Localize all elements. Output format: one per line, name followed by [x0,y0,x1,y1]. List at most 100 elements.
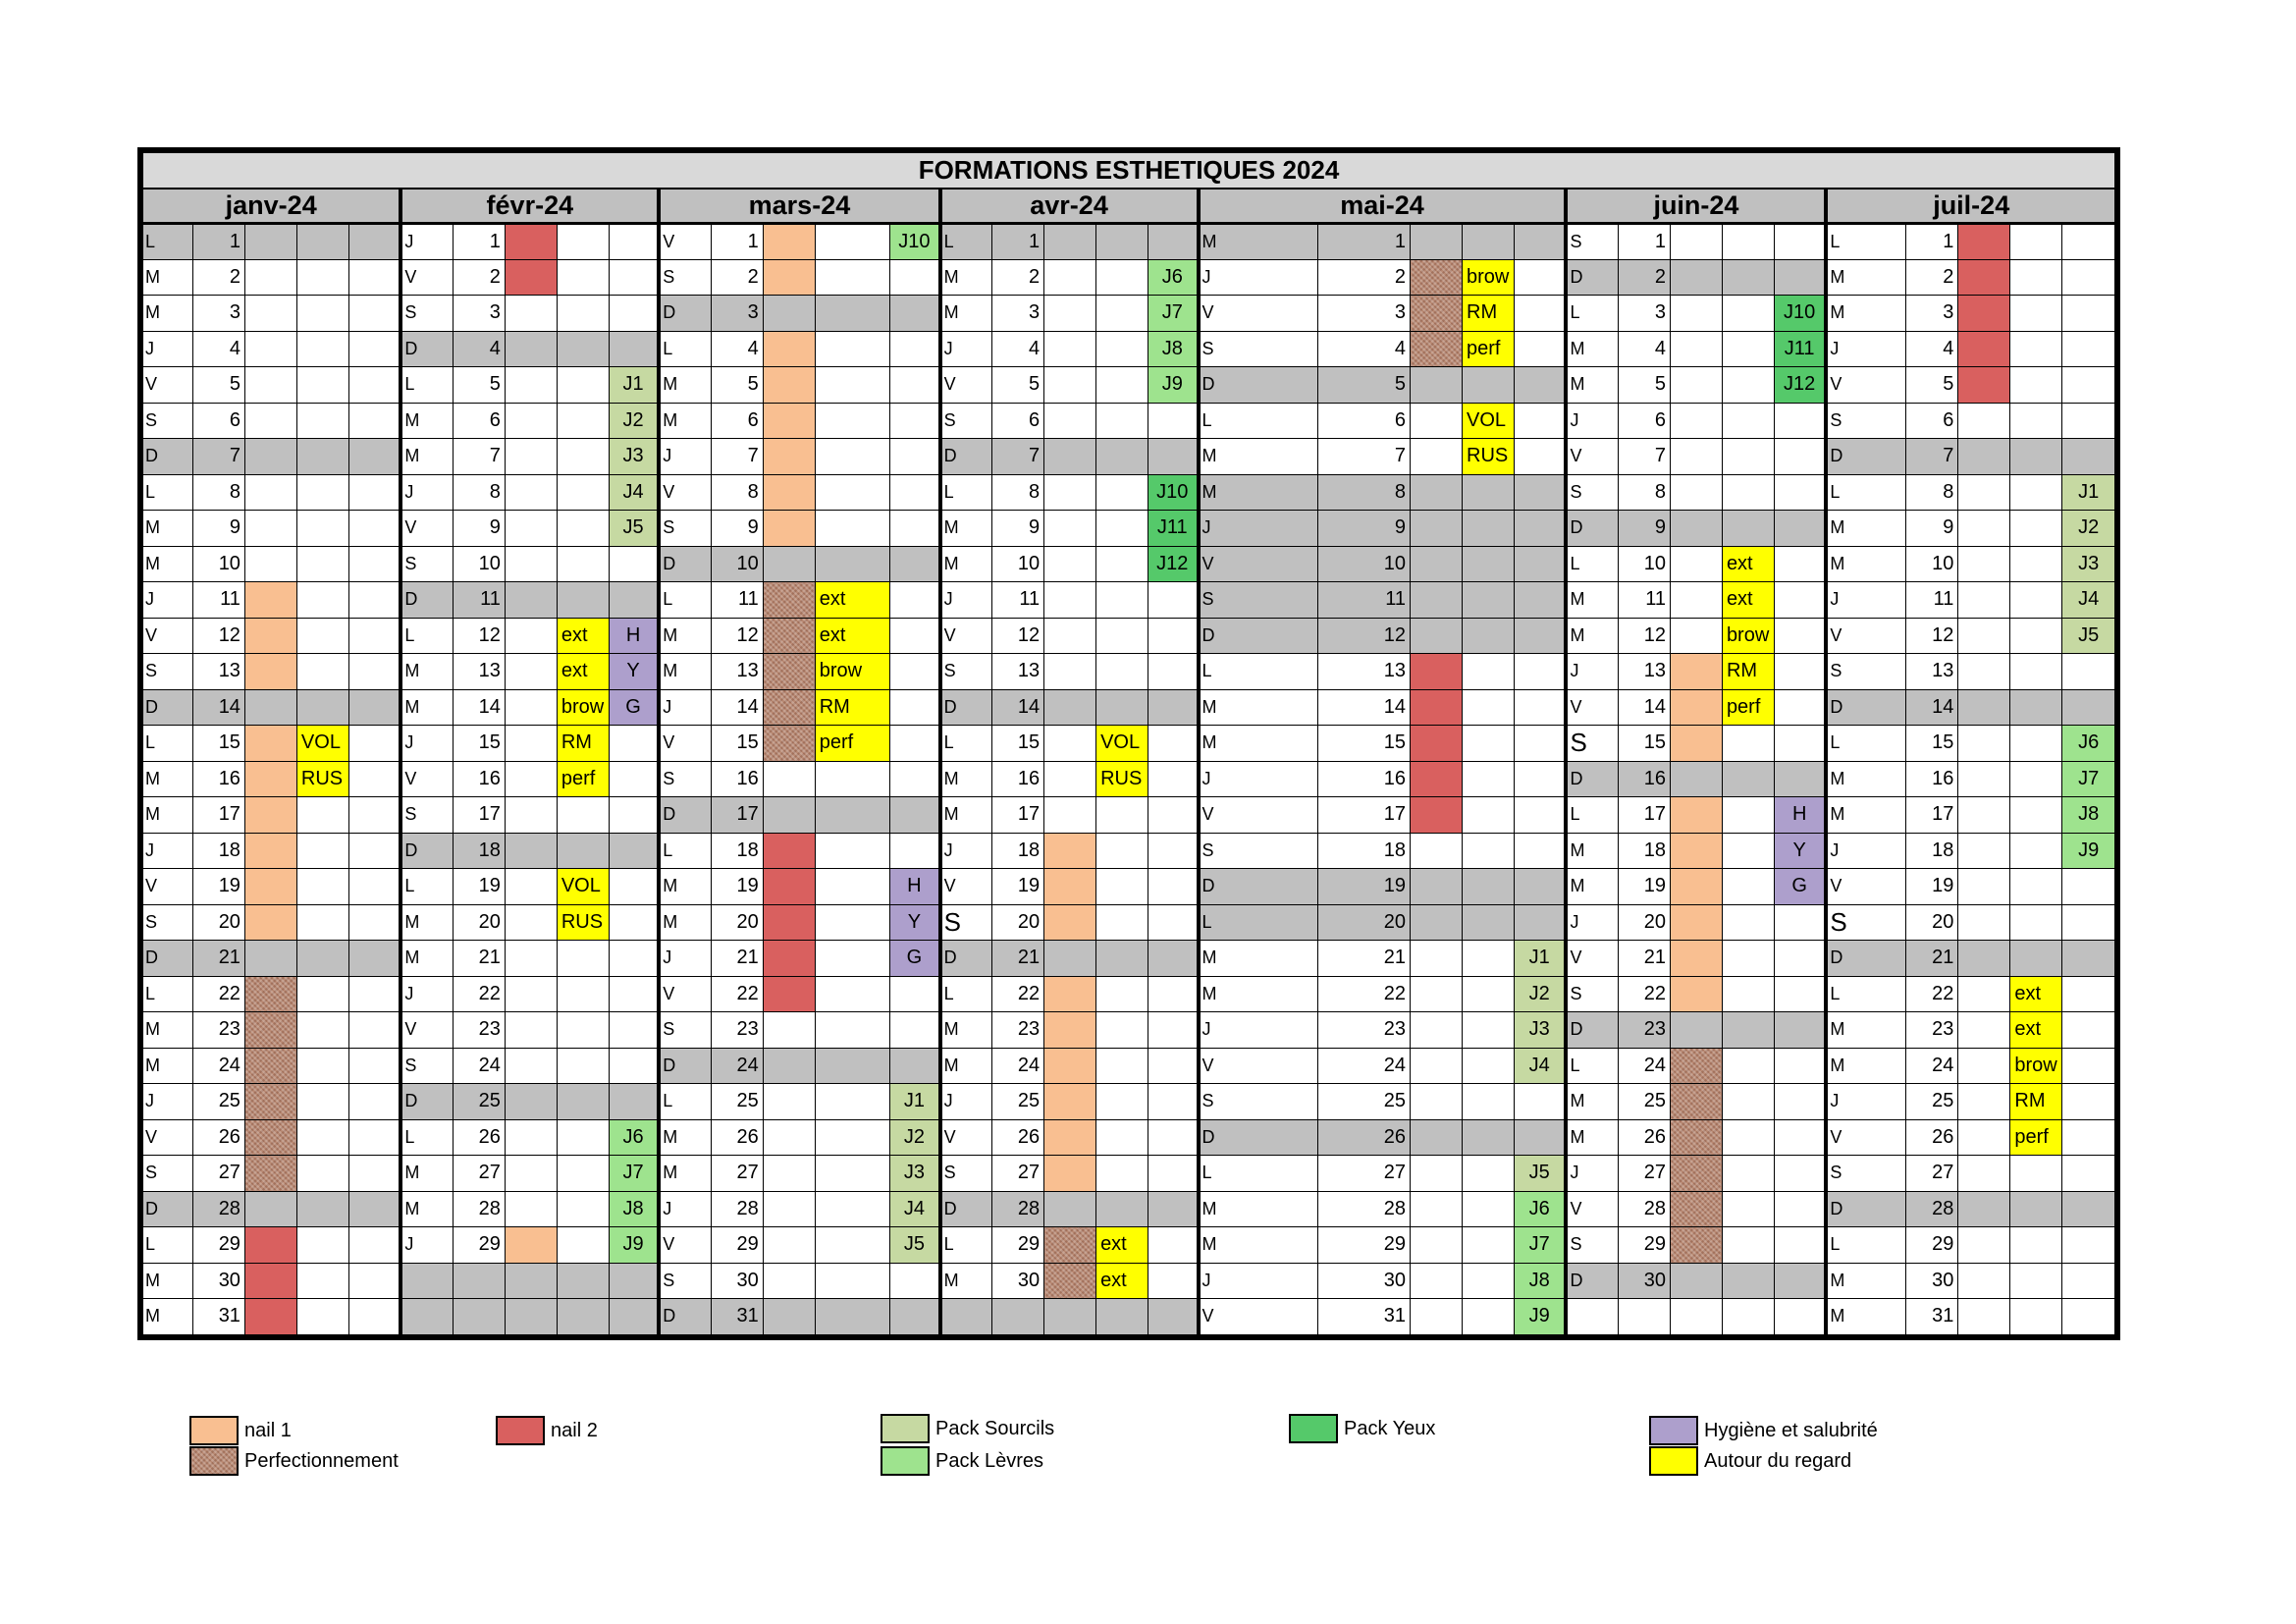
event-cell [1095,868,1149,905]
weekday-cell: M [1196,223,1319,260]
day-number-cell: 8 [991,473,1045,511]
day-number-cell: 26 [191,1118,245,1156]
weekday-cell: V [1564,688,1619,726]
event-cell [1043,581,1097,619]
event-cell [504,438,558,475]
event-cell [556,510,610,547]
day-number-cell: 23 [710,1011,764,1049]
event-cell [1043,402,1097,439]
event-cell [2009,796,2063,834]
event-cell [1514,688,1567,726]
event-cell [889,1047,941,1084]
event-cell: RUS [1095,760,1149,797]
weekday-cell: J [142,832,193,869]
event-cell [504,581,558,619]
weekday-cell: L [1824,223,1907,260]
event-cell [1721,1118,1775,1156]
event-cell [814,545,891,582]
event-cell: J6 [1514,1190,1567,1227]
event-cell [2061,438,2115,475]
weekday-cell: V [1196,545,1319,582]
event-cell [762,1083,816,1120]
day-number-cell: 15 [452,725,506,762]
weekday-cell: L [937,473,993,511]
weekday-cell: M [657,1118,712,1156]
day-number-cell: 2 [452,258,506,296]
event-cell [1514,402,1567,439]
event-cell [762,617,816,654]
event-cell [1095,258,1149,296]
weekday-cell: D [657,295,712,332]
day-number-cell: 1 [1905,223,1959,260]
weekday-cell: M [1824,295,1907,332]
event-cell: J4 [2061,581,2115,619]
legend-label-levres: Pack Lèvres [935,1449,1044,1472]
weekday-cell: S [1824,402,1907,439]
event-cell [1043,258,1097,296]
event-cell [347,617,401,654]
event-cell [243,760,297,797]
event-cell: RM [2009,1083,2063,1120]
weekday-cell: M [142,1047,193,1084]
weekday-cell: J [937,832,993,869]
event-cell [1773,402,1827,439]
day-number-cell: 27 [1905,1155,1959,1192]
day-number-cell: 5 [1617,366,1671,404]
weekday-cell: V [657,473,712,511]
weekday-cell: D [399,1083,454,1120]
event-cell [1095,545,1149,582]
day-number-cell: 7 [710,438,764,475]
day-number-cell: 27 [1317,1155,1412,1192]
event-cell [556,1298,610,1335]
day-number-cell: 28 [991,1190,1045,1227]
event-cell [1462,1155,1515,1192]
event-cell [347,366,401,404]
day-number-cell: 24 [991,1047,1045,1084]
event-cell: perf [2009,1118,2063,1156]
event-cell [347,1047,401,1084]
weekday-cell: V [937,868,993,905]
day-number-cell: 22 [991,975,1045,1012]
event-cell [1462,688,1515,726]
event-cell [295,402,349,439]
day-number-cell: 11 [1905,581,1959,619]
weekday-cell: V [399,1011,454,1049]
event-cell [243,473,297,511]
day-number-cell: 18 [710,832,764,869]
day-number-cell: 22 [1617,975,1671,1012]
day-number-cell: 2 [1617,258,1671,296]
weekday-cell: M [1564,1083,1619,1120]
event-cell: J11 [1773,330,1827,367]
weekday-cell: J [657,438,712,475]
day-number-cell: 20 [452,903,506,941]
event-cell [1410,760,1464,797]
weekday-cell: M [142,295,193,332]
event-cell [1669,330,1723,367]
event-cell [1957,1118,2011,1156]
event-cell [243,330,297,367]
event-cell [347,688,401,726]
weekday-cell: L [1824,725,1907,762]
weekday-cell: S [399,1047,454,1084]
event-cell [556,330,610,367]
event-cell [1669,1118,1723,1156]
day-number-cell: 5 [710,366,764,404]
event-cell [1957,545,2011,582]
weekday-cell: J [1196,510,1319,547]
weekday-cell: J [399,473,454,511]
day-number-cell: 4 [452,330,506,367]
event-cell: Y [608,653,660,690]
weekday-cell: D [142,438,193,475]
event-cell: H [1773,796,1827,834]
event-cell [1043,617,1097,654]
day-number-cell: 11 [452,581,506,619]
day-number-cell: 4 [710,330,764,367]
weekday-cell: V [657,1226,712,1264]
day-number-cell: 26 [1905,1118,1959,1156]
day-number-cell: 3 [452,295,506,332]
event-cell [1095,1118,1149,1156]
event-cell: J2 [2061,510,2115,547]
event-cell [504,617,558,654]
weekday-cell: D [1564,258,1619,296]
legend-swatch-sourcils [881,1414,930,1443]
